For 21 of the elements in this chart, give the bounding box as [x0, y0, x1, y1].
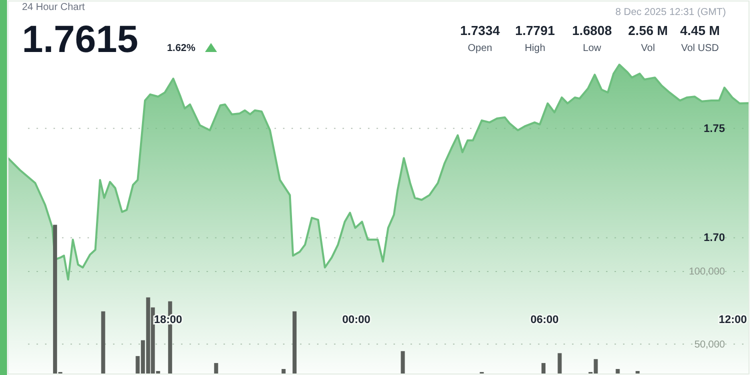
annotation: 1.7615	[22, 19, 138, 61]
annotation: 8 Dec 2025 12:31 (GMT)	[615, 7, 726, 18]
x-tick-label: 06:00	[530, 314, 559, 326]
annotation: High	[524, 43, 546, 54]
annotation: 2.56 M	[628, 23, 668, 38]
annotation: 1.7791	[515, 23, 555, 38]
x-tick-label: 12:00	[718, 314, 747, 326]
annotation: 1.7334	[460, 23, 501, 38]
annotation: 1.62%	[167, 43, 196, 54]
annotation: Vol USD	[681, 43, 719, 54]
y2-tick-label: 100,000	[688, 266, 726, 278]
annotation: 1.6808	[572, 23, 612, 38]
annotation: Vol	[641, 43, 655, 54]
annotation: Low	[582, 43, 602, 54]
y2-tick-label: 50,000	[694, 339, 726, 350]
annotation: Open	[468, 43, 492, 54]
y-tick-label: 1.70	[704, 232, 725, 244]
annotation: 4.45 M	[680, 23, 720, 38]
y-tick-label: 1.75	[704, 122, 725, 135]
x-tick-label: 00:00	[342, 314, 370, 326]
chart-title: 24 Hour Chart	[22, 2, 86, 13]
